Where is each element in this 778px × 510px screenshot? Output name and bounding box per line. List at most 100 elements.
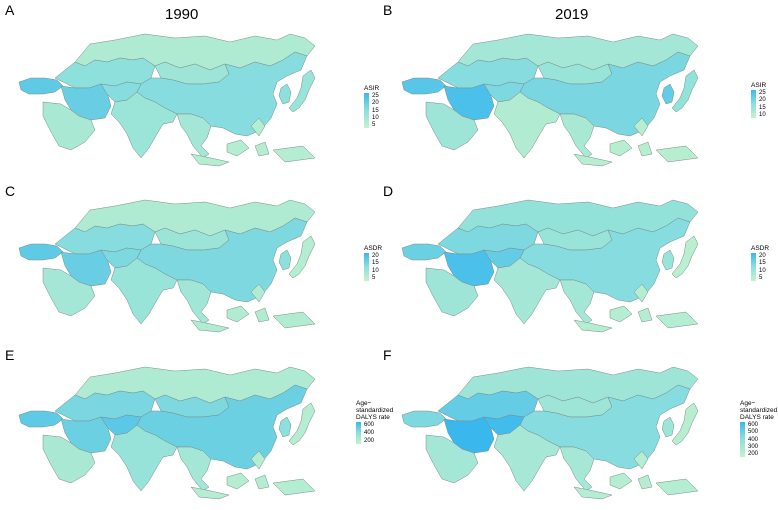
region-iran	[443, 83, 495, 121]
region-seasia	[559, 279, 595, 325]
legend-panel-c: ASDR 20 15 10 5	[364, 245, 404, 282]
region-korea	[661, 83, 675, 105]
legend-tick-label: 15	[759, 260, 766, 267]
map-panel-a	[18, 33, 316, 167]
legend-title-line: ASIR	[751, 82, 767, 89]
region-arabia	[425, 101, 479, 151]
region-seasia	[559, 113, 595, 159]
legend-tick-label: 25	[759, 90, 766, 96]
legend-tick-label: 10	[759, 267, 766, 274]
legend-tick-label: 400	[748, 436, 759, 443]
legend-tick-label: 500	[748, 429, 759, 436]
region-seasia	[176, 279, 212, 325]
region-centralasia	[54, 57, 156, 89]
legend-tick-label: 20	[372, 100, 379, 107]
panel-letter-a: A	[5, 2, 15, 18]
region-korea	[661, 249, 675, 271]
legend-title-line: DALYS rate	[740, 414, 774, 421]
panel-letter-e: E	[5, 347, 15, 363]
panel-letter-c: C	[5, 183, 16, 199]
region-indonesia	[190, 450, 316, 500]
region-turkey	[18, 410, 64, 428]
region-arabia	[42, 101, 96, 151]
region-india	[493, 257, 561, 325]
legend-title-line: ASDR	[751, 245, 770, 252]
region-korea	[278, 83, 292, 105]
region-iran	[443, 249, 495, 287]
legend-title-line: Age−	[740, 400, 756, 407]
legend-tick-label: 25	[372, 93, 379, 99]
legend-tick-label: 300	[748, 443, 759, 450]
region-japan	[288, 235, 316, 279]
legend-title-line: DALYS rate	[356, 414, 390, 421]
legend-tick-label: 15	[759, 104, 766, 111]
legend-panel-a: ASIR 25 20 15 10 5	[364, 85, 404, 129]
region-korea	[278, 249, 292, 271]
legend-panel-f: Age− standardized DALYS rate 600 500 400 300 20…	[740, 400, 778, 458]
region-turkey	[401, 243, 447, 261]
map-panel-c	[18, 199, 316, 333]
region-arabia	[425, 434, 479, 484]
region-seasia	[176, 113, 212, 159]
legend-title-line: ASDR	[364, 245, 383, 252]
region-seasia	[176, 446, 212, 492]
panel-letter-f: F	[383, 347, 392, 363]
region-centralasia	[54, 223, 156, 255]
legend-title-line: Age−	[356, 400, 372, 407]
region-turkey	[401, 77, 447, 95]
region-iran	[60, 83, 112, 121]
legend-title-line: standardized	[356, 407, 394, 414]
legend-color-bar	[356, 422, 361, 444]
legend-tick-label: 5	[759, 275, 763, 281]
legend-color-bar	[364, 93, 369, 128]
region-turkey	[401, 410, 447, 428]
panel-letter-d: D	[383, 183, 394, 199]
region-centralasia	[54, 390, 156, 422]
legend-title-line: ASIR	[364, 85, 380, 92]
legend-tick-label: 400	[364, 430, 375, 436]
legend-tick-label: 15	[372, 260, 379, 267]
panel-letter-b: B	[383, 2, 393, 18]
legend-tick-label: 10	[759, 112, 766, 118]
region-turkey	[18, 77, 64, 95]
legend-color-bar	[751, 90, 756, 118]
region-arabia	[425, 267, 479, 317]
region-indonesia	[573, 283, 699, 333]
region-india	[493, 424, 561, 492]
region-japan	[671, 402, 699, 446]
map-panel-e	[18, 366, 316, 500]
region-japan	[288, 69, 316, 113]
legend-panel-e: Age− standardized DALYS rate 600 400 200	[356, 400, 396, 445]
legend-color-bar	[364, 253, 369, 281]
region-arabia	[42, 434, 96, 484]
region-seasia	[559, 446, 595, 492]
legend-panel-b: ASIR 25 20 15 10	[751, 82, 778, 119]
region-korea	[661, 416, 675, 438]
legend-tick-label: 600	[748, 422, 759, 428]
legend-tick-label: 10	[372, 267, 379, 274]
region-india	[110, 91, 178, 159]
region-iran	[60, 249, 112, 287]
legend-tick-label: 5	[372, 275, 376, 281]
region-indonesia	[573, 117, 699, 167]
legend-color-bar	[740, 422, 745, 457]
legend-tick-label: 200	[364, 438, 375, 444]
legend-tick-label: 20	[759, 253, 766, 259]
region-centralasia	[437, 57, 539, 89]
region-korea	[278, 416, 292, 438]
region-centralasia	[437, 223, 539, 255]
region-japan	[671, 235, 699, 279]
legend-tick-label: 10	[372, 114, 379, 121]
region-turkey	[18, 243, 64, 261]
region-indonesia	[573, 450, 699, 500]
region-india	[110, 257, 178, 325]
legend-tick-label: 15	[372, 107, 379, 114]
legend-tick-label: 600	[364, 422, 375, 428]
legend-color-bar	[751, 253, 756, 281]
region-arabia	[42, 267, 96, 317]
region-centralasia	[437, 390, 539, 422]
column-title-2019: 2019	[555, 6, 589, 23]
region-japan	[288, 402, 316, 446]
legend-tick-label: 20	[372, 253, 379, 259]
legend-tick-label: 200	[748, 451, 759, 457]
